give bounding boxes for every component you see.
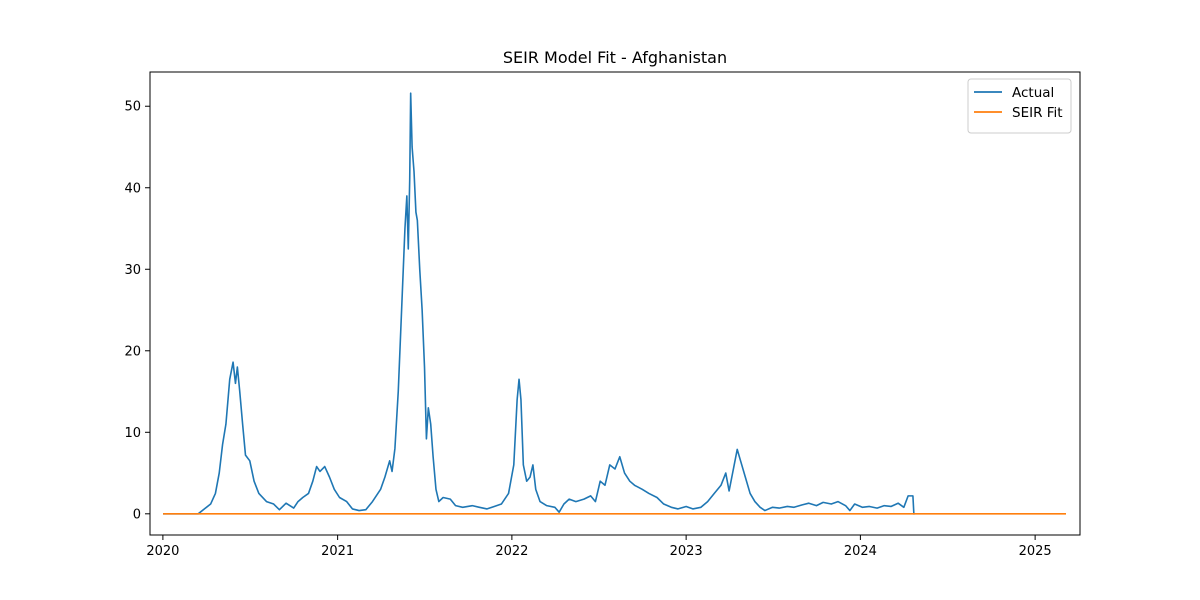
legend-label: Actual: [1012, 85, 1054, 101]
x-tick-label: 2023: [670, 544, 703, 559]
y-tick-label: 0: [133, 507, 141, 522]
y-tick-label: 40: [124, 181, 141, 196]
legend: Actual SEIR Fit: [967, 78, 1072, 134]
x-tick-label: 2022: [495, 544, 528, 559]
chart-title: SEIR Model Fit - Afghanistan: [503, 48, 727, 67]
x-tick-label: 2025: [1019, 544, 1052, 559]
series-line-actual: [163, 92, 915, 515]
axes: 2020 2021 2022 2023 2024 2025 0 10 20 30 40 50: [124, 71, 1081, 559]
legend-label: SEIR Fit: [1012, 105, 1063, 121]
y-tick-label: 10: [124, 426, 141, 441]
x-tick-label: 2021: [321, 544, 354, 559]
x-tick-label: 2024: [844, 544, 877, 559]
y-tick-label: 50: [124, 100, 141, 115]
plot-area: [163, 92, 1066, 515]
y-tick-label: 20: [124, 344, 141, 359]
plot-frame: [149, 71, 1081, 536]
x-tick-label: 2020: [146, 544, 179, 559]
y-tick-label: 30: [124, 263, 141, 278]
